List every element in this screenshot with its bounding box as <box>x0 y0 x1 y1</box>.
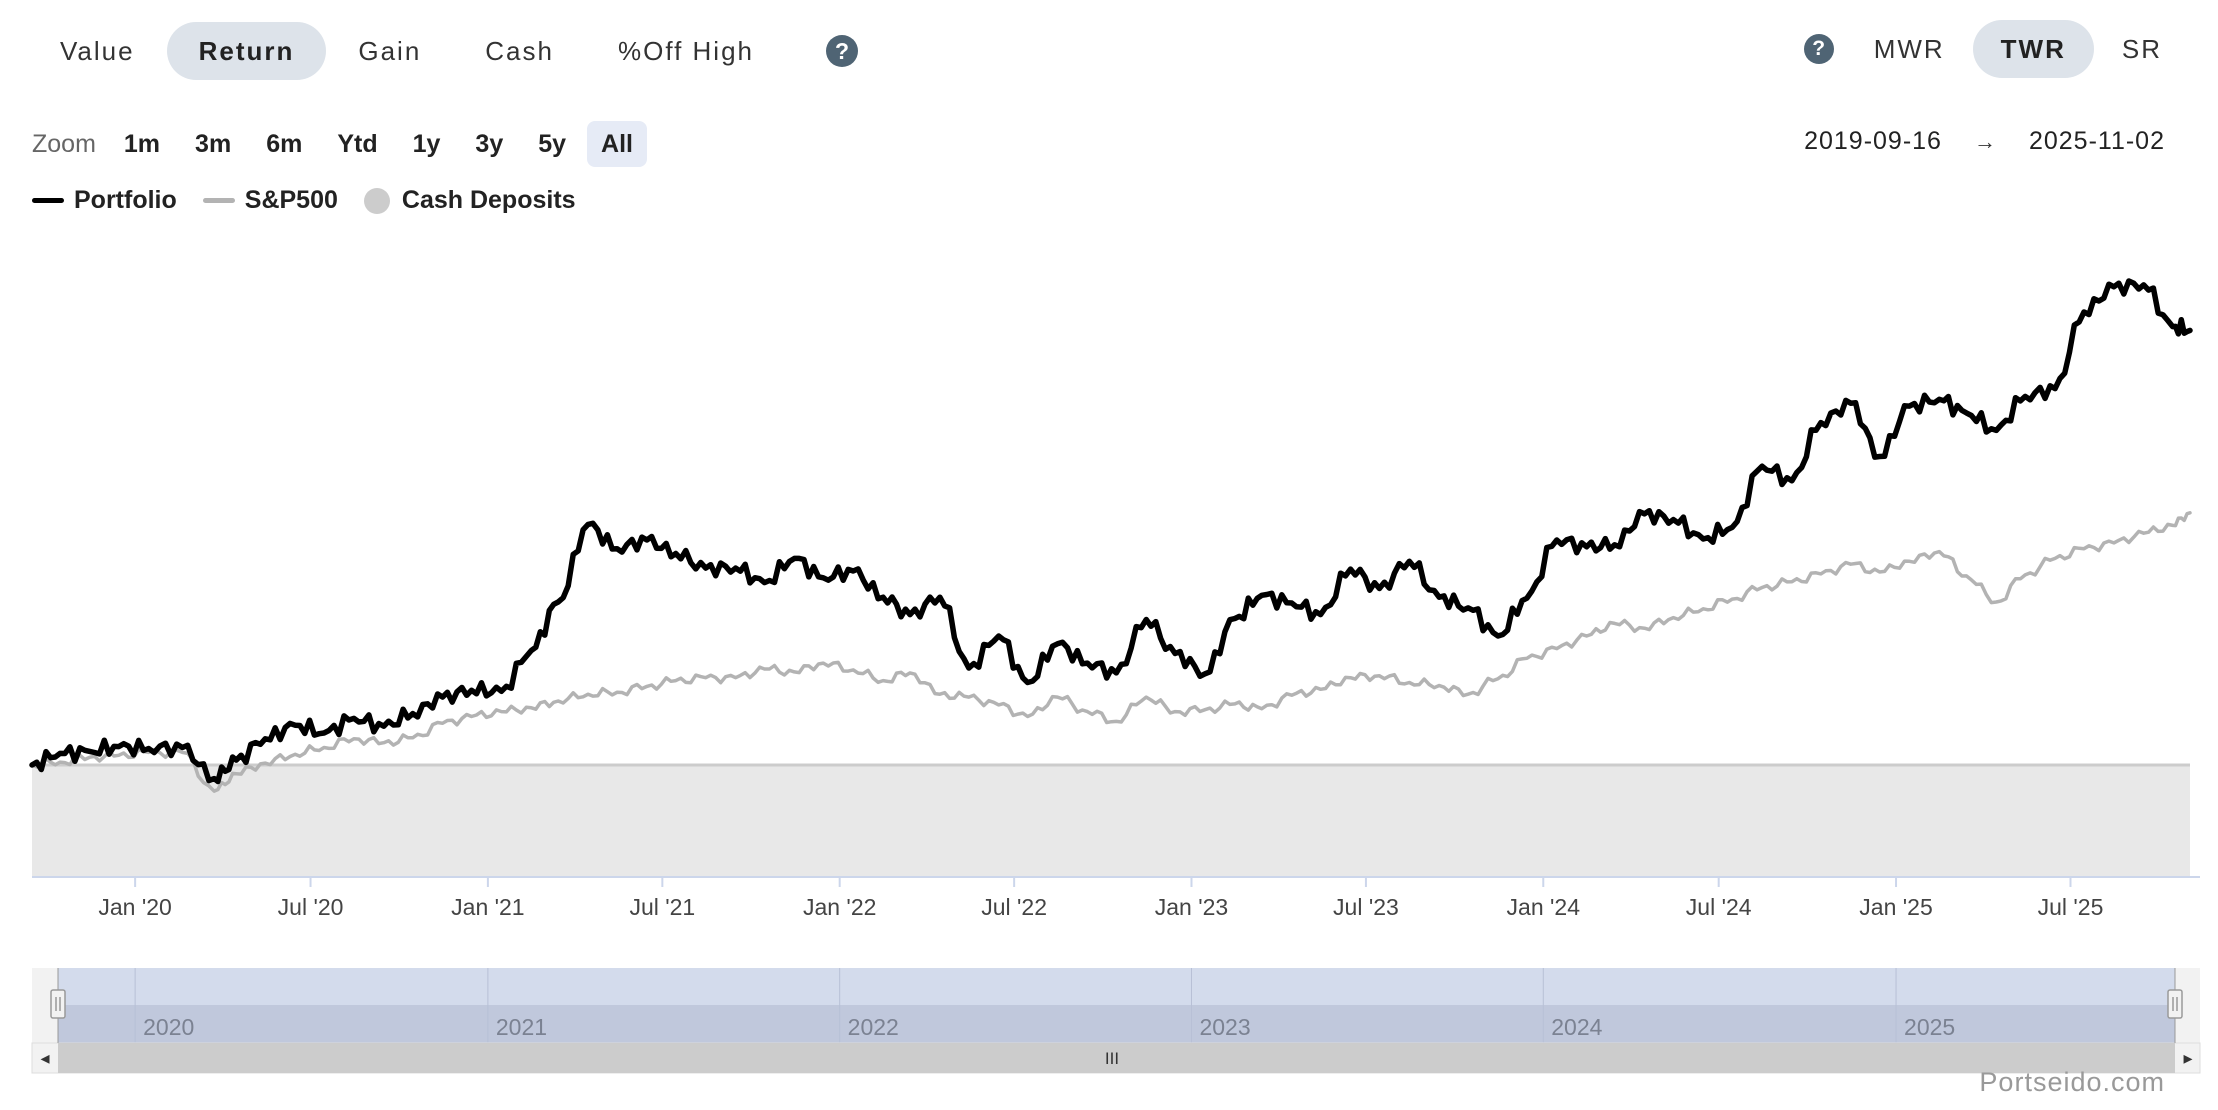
x-axis-tick-label: Jan '22 <box>803 894 876 920</box>
navigator-year-labels: 2020 2021 2022 2023 2024 2025 <box>134 968 1955 1043</box>
date-range-end[interactable]: 2025-11-02 <box>2028 127 2165 155</box>
zoom-3m-button[interactable]: 3m <box>195 130 232 158</box>
chart-legend: Portfolio S&P500 Cash Deposits <box>32 186 602 215</box>
x-axis-tick-label: Jul '20 <box>278 894 344 920</box>
x-axis-tick-label: Jul '23 <box>1333 894 1399 920</box>
tab-return[interactable]: Return <box>166 22 327 80</box>
tab-value[interactable]: Value <box>60 36 135 66</box>
tab-cash[interactable]: Cash <box>485 36 554 66</box>
x-axis-tick-label: Jan '23 <box>1155 894 1228 920</box>
scroll-right-icon[interactable]: ▸ <box>2183 1048 2192 1069</box>
navigator-scrollbar-thumb[interactable] <box>58 1043 2175 1073</box>
legend-item-cash-deposits[interactable]: Cash Deposits <box>363 186 576 215</box>
legend-line-symbol <box>32 198 64 203</box>
portfolio-series-line <box>29 278 2193 785</box>
x-axis-tick-label: Jan '20 <box>98 894 171 920</box>
metric-help-icon[interactable]: ? <box>826 35 858 67</box>
chart-toolbar: Value Return Gain Cash %Off High ? ? MWR… <box>0 0 2218 108</box>
legend-label: Portfolio <box>74 186 177 214</box>
x-axis-tick-label: Jan '24 <box>1507 894 1581 920</box>
navigator-selected-range-lower <box>58 1005 2175 1043</box>
x-axis-tick-label: Jan '25 <box>1859 894 1932 920</box>
tab-sr[interactable]: SR <box>2121 34 2162 64</box>
navigator-year-label: 2024 <box>1551 1014 1602 1040</box>
x-axis-tick-label: Jul '25 <box>2038 894 2104 920</box>
zoom-3y-button[interactable]: 3y <box>475 130 504 158</box>
sp500-series-line <box>30 511 2192 793</box>
zoom-ytd-button[interactable]: Ytd <box>337 130 378 158</box>
scroll-left-icon[interactable]: ◂ <box>40 1048 49 1069</box>
zoom-5y-button[interactable]: 5y <box>538 130 567 158</box>
x-axis-tick-label: Jul '21 <box>629 894 695 920</box>
legend-dot-symbol <box>363 187 390 214</box>
zoom-all-button[interactable]: All <box>587 121 647 167</box>
x-axis-tick-label: Jan '21 <box>451 894 524 920</box>
zoom-6m-button[interactable]: 6m <box>266 130 303 158</box>
navigator-selected-range[interactable] <box>58 968 2175 1005</box>
navigator-handle-left[interactable] <box>50 968 66 1043</box>
date-range-start[interactable]: 2019-09-16 <box>1804 127 1942 155</box>
method-help-icon[interactable]: ? <box>1803 34 1834 64</box>
legend-line-symbol <box>202 198 235 203</box>
arrow-right-icon: → <box>1973 128 1997 154</box>
cash-deposits-area <box>32 765 2190 877</box>
date-range: 2019-09-16 → 2025-11-02 <box>1804 127 2165 156</box>
tab-off-high[interactable]: %Off High <box>617 36 754 66</box>
x-axis-tick-label: Jul '22 <box>981 894 1047 920</box>
metric-tabs: Value Return Gain Cash %Off High ? <box>28 22 858 80</box>
zoom-selector: Zoom 1m 3m 6m Ytd 1y 3y 5y All <box>32 121 654 167</box>
legend-item-portfolio[interactable]: Portfolio <box>32 186 177 215</box>
x-axis-ticks: Jan '20 Jul '20 Jan '21 Jul '21 Jan '22 Jul '… <box>98 877 2103 920</box>
legend-item-sp500[interactable]: S&P500 <box>202 186 338 215</box>
navigator-year-label: 2022 <box>848 1014 899 1040</box>
x-axis-tick-label: Jul '24 <box>1686 894 1752 920</box>
navigator-year-label: 2023 <box>1199 1014 1250 1040</box>
zoom-1y-button[interactable]: 1y <box>412 130 441 158</box>
return-method-tabs: ? MWR TWR SR <box>1803 20 2190 78</box>
credit-text: Portseido.com <box>1979 1067 2165 1097</box>
navigator-year-label: 2021 <box>496 1014 547 1040</box>
tab-mwr[interactable]: MWR <box>1873 34 1945 64</box>
range-navigator: 2020 2021 2022 2023 2024 2025 III ◂ ▸ <box>31 968 2201 1074</box>
zoom-label: Zoom <box>32 129 96 158</box>
legend-label: Cash Deposits <box>401 186 576 214</box>
navigator-year-label: 2020 <box>143 1014 194 1040</box>
navigator-handle-right[interactable] <box>2167 968 2183 1043</box>
legend-label: S&P500 <box>244 186 338 214</box>
zoom-1m-button[interactable]: 1m <box>123 130 161 158</box>
scrollbar-grip-icon[interactable]: III <box>1105 1049 1119 1068</box>
navigator-year-label: 2025 <box>1904 1014 1955 1040</box>
tab-gain[interactable]: Gain <box>358 36 422 66</box>
tab-twr[interactable]: TWR <box>1972 20 2094 78</box>
